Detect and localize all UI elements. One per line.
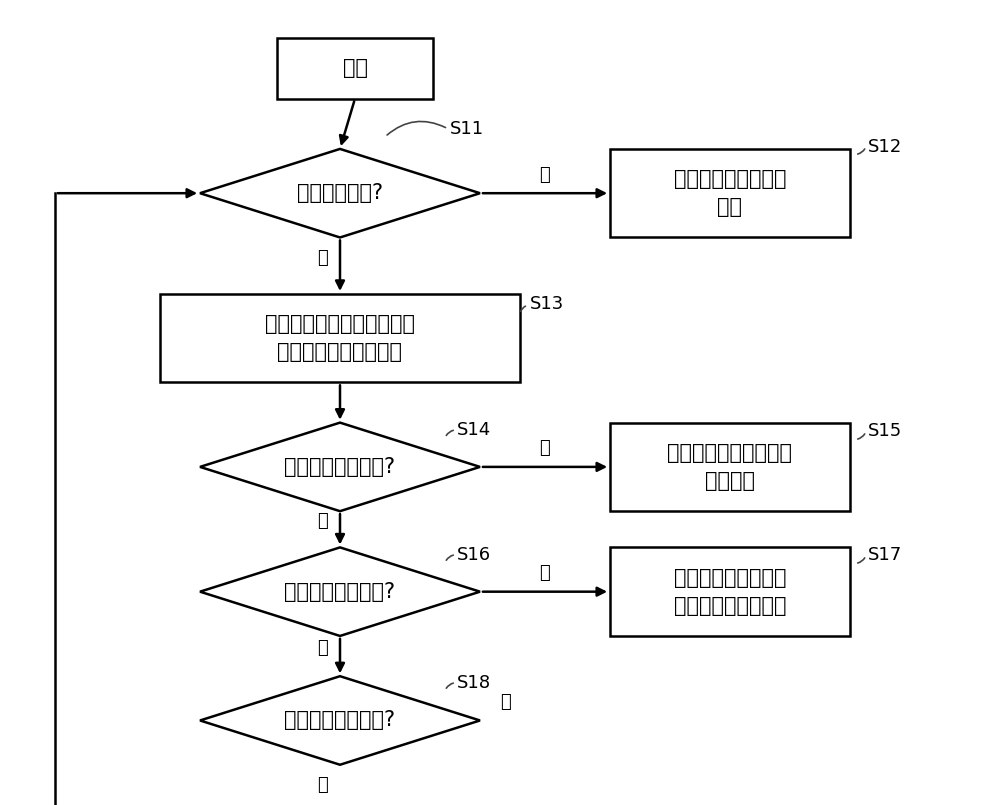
Text: 检测基站电源的剩余电量，
并将结果发送给控制器: 检测基站电源的剩余电量， 并将结果发送给控制器 [265,314,415,362]
Text: 是否用电波谷时段?: 是否用电波谷时段? [284,457,396,477]
Polygon shape [200,676,480,765]
Text: S16: S16 [457,546,491,564]
Text: 否: 否 [317,249,328,266]
Text: 开始: 开始 [342,59,368,78]
Text: 是: 是 [540,440,550,457]
Text: 基站电源给基站负载
供电: 基站电源给基站负载 供电 [674,169,786,217]
Text: 基站电源给基站负载
供电同时向电网馈电: 基站电源给基站负载 供电同时向电网馈电 [674,568,786,616]
Text: 电网给基站电源供电，
直至充满: 电网给基站电源供电， 直至充满 [668,443,792,491]
Text: 否: 否 [317,639,328,657]
Bar [277,38,432,98]
Text: 是: 是 [540,564,550,582]
Text: 否: 否 [317,776,328,794]
Text: S18: S18 [457,674,491,691]
Text: S12: S12 [868,138,902,155]
Text: S13: S13 [530,295,564,313]
Bar [610,547,850,636]
Text: 是否用电波峰时段?: 是否用电波峰时段? [284,582,396,601]
Bar [160,294,520,382]
Text: 是: 是 [540,166,550,184]
Polygon shape [200,149,480,237]
Text: S17: S17 [868,547,902,564]
Text: 是: 是 [500,693,511,711]
Text: S14: S14 [457,421,491,439]
Text: 电网是否停电?: 电网是否停电? [297,184,383,203]
Bar [610,423,850,511]
Polygon shape [200,547,480,636]
Text: S11: S11 [450,120,484,138]
Polygon shape [200,423,480,511]
Text: S15: S15 [868,423,902,440]
Bar [610,149,850,237]
Text: 否: 否 [317,512,328,530]
Text: 是否用电尖峰时段?: 是否用电尖峰时段? [284,711,396,730]
